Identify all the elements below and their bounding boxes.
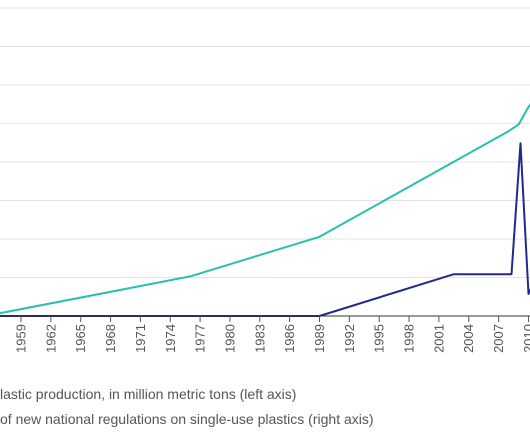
- x-tick-label: 2001: [431, 324, 446, 353]
- x-tick-label: 1980: [222, 324, 237, 353]
- x-tick-label: 2007: [491, 324, 506, 353]
- x-tick-label: 1986: [282, 324, 297, 353]
- x-tick-label: 1977: [193, 324, 208, 353]
- x-tick-label: 1983: [252, 324, 267, 353]
- x-tick-label: 2010: [521, 324, 530, 353]
- gridlines: [0, 7, 530, 278]
- x-tick-label: 1971: [133, 324, 148, 353]
- x-tick-label: 1989: [312, 324, 327, 353]
- x-tick-label: 1992: [342, 324, 357, 353]
- legend-entry-regulations: of new national regulations on single-us…: [0, 411, 374, 427]
- x-tick-label: 1965: [73, 324, 88, 353]
- x-tick-label: 1995: [372, 324, 387, 353]
- x-axis-ticks: 1959 1962 1965 1968 1971 1974 1977 1980 1983 1986…: [14, 316, 530, 353]
- x-tick-label: 1962: [43, 324, 58, 353]
- x-tick-label: 2004: [461, 324, 476, 353]
- x-tick-label: 1974: [163, 324, 178, 353]
- series-line-regulations: [0, 142, 530, 317]
- series-line-plastic-production: [0, 103, 530, 315]
- x-tick-label: 1968: [103, 324, 118, 353]
- legend-entry-plastic-production: lastic production, in million metric ton…: [0, 386, 297, 402]
- series-lines: [0, 103, 530, 317]
- x-tick-label: 1959: [14, 324, 29, 353]
- x-tick-label: 1998: [402, 324, 417, 353]
